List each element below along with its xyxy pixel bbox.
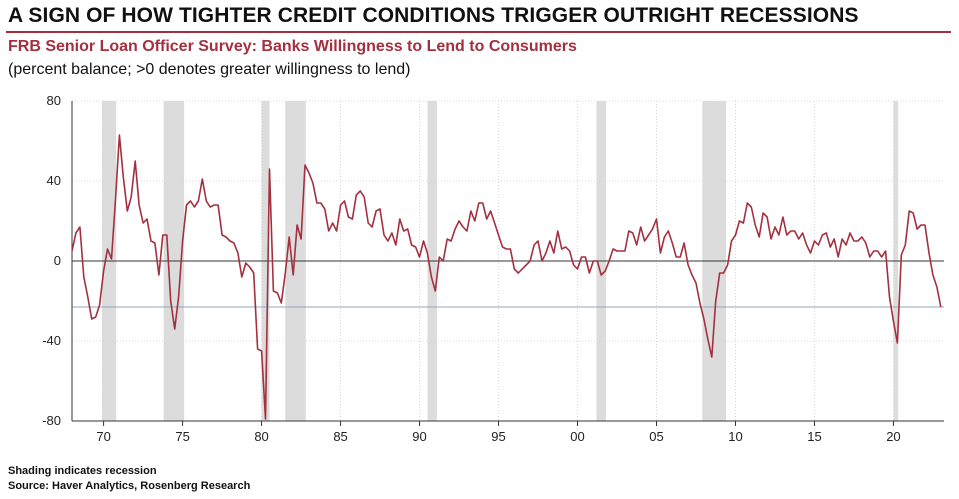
x-tick-labels: 70 75 80 85 90 95 00 05 10 15 20 (96, 429, 900, 444)
y-tick-label: -40 (42, 333, 61, 348)
title-rule (6, 31, 951, 33)
x-tick-label: 80 (254, 429, 268, 444)
x-tick-label: 15 (807, 429, 821, 444)
chart-unit-note: (percent balance; >0 denotes greater wil… (8, 61, 411, 78)
chart-title: A SIGN OF HOW TIGHTER CREDIT CONDITIONS … (8, 4, 859, 27)
x-tick-label: 95 (491, 429, 505, 444)
x-tick-label: 70 (96, 429, 110, 444)
x-tick-label: 10 (728, 429, 742, 444)
x-tick-label: 75 (175, 429, 189, 444)
y-tick-labels: 80 40 0 -40 -80 (42, 93, 61, 428)
x-tick-label: 90 (412, 429, 426, 444)
y-tick-label: 0 (54, 253, 61, 268)
x-tick-label: 85 (333, 429, 347, 444)
axes (71, 101, 944, 426)
reference-lines (72, 260, 944, 308)
x-tick-label: 00 (570, 429, 584, 444)
series-line-0 (71, 134, 942, 420)
y-tick-label: -80 (42, 413, 61, 428)
series-layer (71, 134, 942, 420)
x-tick-label: 05 (649, 429, 663, 444)
source-note: Source: Haver Analytics, Rosenberg Resea… (8, 480, 251, 492)
shading-note: Shading indicates recession (8, 465, 157, 477)
y-tick-label: 40 (47, 173, 61, 188)
y-tick-label: 80 (47, 93, 61, 108)
x-tick-label: 20 (886, 429, 900, 444)
chart-subtitle: FRB Senior Loan Officer Survey: Banks Wi… (8, 38, 577, 55)
